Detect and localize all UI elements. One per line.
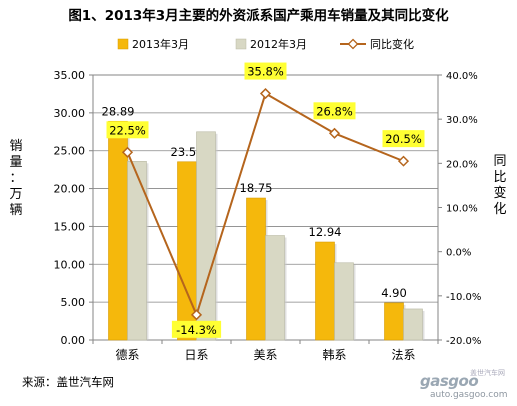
line-label-bg bbox=[106, 121, 149, 139]
watermark-seal: 盖世汽车网 bbox=[470, 369, 505, 377]
y-axis-title: 销量：万辆 bbox=[9, 139, 22, 218]
line-data-label: 22.5% bbox=[109, 123, 146, 137]
line-data-label: -14.3% bbox=[176, 323, 217, 337]
line-label-bg bbox=[382, 130, 425, 148]
legend-label: 同比变化 bbox=[370, 37, 414, 51]
bar-data-label: 28.89 bbox=[102, 104, 135, 118]
watermark-url: auto.gasgoo.com bbox=[430, 390, 508, 400]
line-label-bg bbox=[244, 62, 287, 80]
x-tick-label: 美系 bbox=[253, 348, 277, 362]
x-tick-label: 法系 bbox=[391, 348, 415, 362]
y2-tick-label: 40.0% bbox=[446, 71, 478, 82]
line-marker bbox=[397, 155, 410, 167]
bar-data-label: 23.54 bbox=[171, 145, 204, 159]
y-tick-label: 15.00 bbox=[54, 220, 86, 233]
x-tick-label: 韩系 bbox=[322, 347, 346, 362]
y2-tick-label: -20.0% bbox=[446, 336, 481, 347]
y2-tick-label: 30.0% bbox=[446, 115, 478, 126]
bar-data-label: 12.94 bbox=[309, 225, 342, 239]
y2-tick-label: -10.0% bbox=[446, 292, 481, 303]
line-data-label: 20.5% bbox=[385, 132, 422, 146]
y-tick-label: 10.00 bbox=[54, 258, 86, 271]
line-data-label: 35.8% bbox=[247, 65, 284, 79]
legend-marker bbox=[347, 38, 359, 50]
bar-data-label: 18.75 bbox=[240, 181, 273, 195]
y-tick-label: 5.00 bbox=[61, 296, 86, 309]
x-tick-label: 德系 bbox=[115, 347, 139, 362]
line-marker bbox=[121, 146, 134, 158]
bar bbox=[196, 131, 216, 341]
watermark-logo: gasgoo bbox=[420, 372, 479, 390]
y-tick-label: 35.00 bbox=[54, 69, 86, 82]
legend-swatch bbox=[117, 38, 129, 50]
legend-label: 2013年3月 bbox=[132, 37, 189, 51]
y-tick-label: 20.00 bbox=[54, 183, 86, 196]
watermark: 盖世汽车网 gasgoo auto.gasgoo.com bbox=[420, 368, 512, 402]
line-data-label: 26.8% bbox=[316, 104, 353, 118]
x-tick-label: 日系 bbox=[184, 348, 208, 362]
line-label-bg bbox=[171, 320, 222, 338]
source-note: 来源：盖世汽车网 bbox=[22, 375, 114, 389]
legend-label: 2012年3月 bbox=[250, 37, 307, 51]
y2-tick-label: 20.0% bbox=[446, 159, 478, 170]
bar bbox=[384, 302, 404, 341]
y-tick-label: 25.00 bbox=[54, 145, 86, 158]
y2-tick-label: 0.0% bbox=[446, 248, 471, 259]
bar bbox=[127, 161, 147, 341]
bar bbox=[246, 197, 266, 341]
bar bbox=[403, 308, 423, 341]
y-tick-label: 0.00 bbox=[61, 334, 86, 347]
bar bbox=[334, 262, 354, 341]
line-marker bbox=[190, 309, 203, 321]
line-label-bg bbox=[313, 102, 356, 120]
line-marker bbox=[328, 127, 341, 139]
y-tick-label: 30.00 bbox=[54, 107, 86, 120]
legend-swatch bbox=[235, 38, 247, 50]
y2-tick-label: 10.0% bbox=[446, 204, 478, 215]
bar bbox=[315, 241, 335, 341]
y2-axis-title: 同比变化 bbox=[493, 154, 506, 217]
chart-title: 图1、2013年3月主要的外资派系国产乘用车销量及其同比变化 bbox=[68, 8, 449, 24]
bar-data-label: 4.90 bbox=[381, 286, 407, 300]
bar bbox=[265, 235, 285, 341]
line-marker bbox=[259, 87, 272, 100]
